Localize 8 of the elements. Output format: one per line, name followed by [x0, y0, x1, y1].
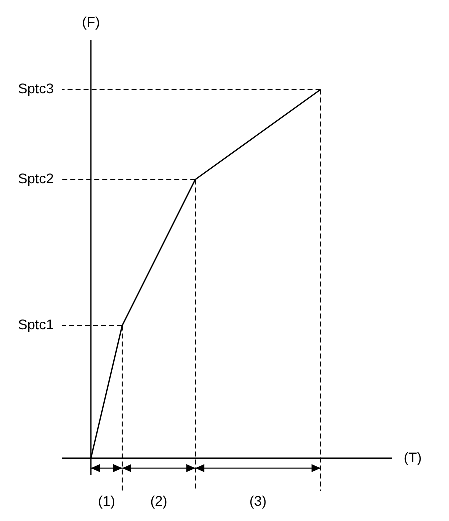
- text: Sptc3: [18, 80, 54, 97]
- y-axis-title: (F): [82, 14, 100, 30]
- text: Sptc2: [18, 170, 54, 187]
- text: Sptc1: [18, 316, 54, 333]
- text: (3): [250, 492, 267, 509]
- text: (2): [150, 492, 168, 509]
- text: (1): [98, 492, 116, 509]
- text: (T): [404, 449, 422, 466]
